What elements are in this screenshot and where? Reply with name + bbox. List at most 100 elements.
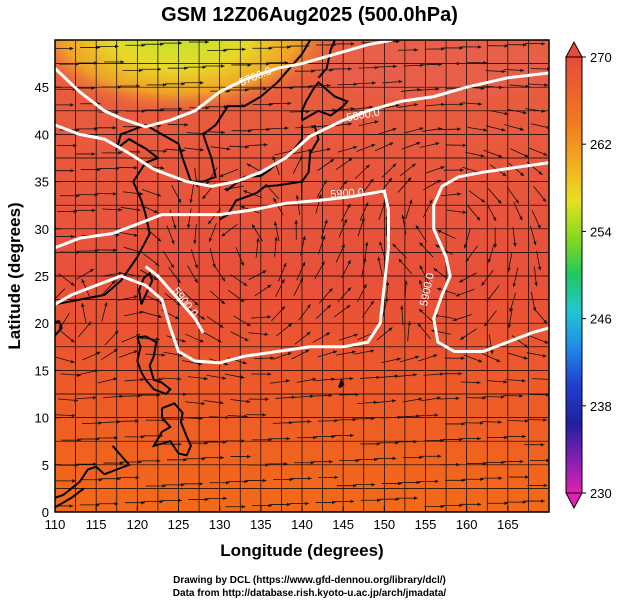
streamline-arrow [311,125,316,129]
streamline-arrow [327,83,331,88]
streamline-arrow [418,397,423,401]
streamline-arrow [136,150,141,154]
streamline-arrow [117,476,121,481]
streamline-arrow [374,120,379,124]
streamline-arrow [365,164,370,169]
streamline-arrow [460,168,464,172]
streamline-arrow [184,123,189,127]
streamline-arrow [398,481,402,486]
streamline-arrow [487,297,491,302]
streamline-arrow [307,304,311,309]
streamline-arrow [440,166,445,170]
streamline-arrow [136,274,141,278]
streamline-arrow [136,334,141,338]
streamline-arrow [533,241,537,246]
streamline-arrow [330,159,335,163]
streamline-arrow [326,147,331,152]
streamline-arrow [371,482,376,487]
streamline-arrow [416,414,420,418]
streamline-arrow [289,477,294,482]
streamline-arrow [74,398,79,403]
streamline-arrow [141,500,145,505]
streamline-arrow [460,336,465,340]
streamline-arrow [93,61,98,65]
streamline-segment [55,288,66,300]
streamline-arrow [189,199,193,204]
y-tick-label: 45 [35,80,49,95]
streamline-arrow [198,416,203,421]
streamline-arrow [538,171,543,175]
colorbar-tick-label: 262 [590,137,612,152]
streamline-arrow [522,500,527,504]
streamline-arrow [178,107,183,111]
streamline-arrow [354,333,358,337]
streamline-arrow [75,128,80,132]
streamline-arrow [483,61,488,65]
streamline-arrow [400,305,404,310]
streamline-arrow [75,62,80,66]
streamline-arrow [398,258,403,263]
streamline-arrow [94,369,99,373]
streamline-arrow [222,376,227,380]
streamline-arrow [87,321,92,326]
streamline-arrow [242,103,247,108]
streamline-arrow [242,47,246,52]
streamline-arrow [114,330,119,335]
x-tick-label: 155 [415,517,437,532]
streamline-arrow [543,319,548,324]
streamline-arrow [294,220,298,224]
streamline-arrow [417,88,421,92]
streamline-arrow [452,317,457,322]
streamline-arrow [180,483,185,487]
streamline-arrow [480,86,485,90]
streamline-arrow [268,503,273,508]
streamline-arrow [477,502,482,507]
streamline-arrow [480,153,485,158]
streamline-arrow [419,127,424,131]
streamline-arrow [478,359,483,363]
streamline-arrow [194,278,198,283]
streamline-arrow [201,457,206,461]
streamline-arrow [171,240,175,245]
streamline-arrow [482,396,487,400]
streamline-arrow [374,65,379,70]
colorbar-tick-label: 246 [590,312,612,327]
streamline-arrow [225,415,230,420]
streamline-arrow [112,192,117,196]
streamline-arrow [81,303,85,307]
streamline-arrow [138,460,142,464]
streamline-arrow [458,371,463,376]
streamline-arrow [170,264,174,269]
streamline-arrow [73,209,78,214]
x-axis-ticks: 110 115 120 125 130 135 140 145 150 155 160 165 [45,506,519,532]
credit-line-2: Data from http://database.rish.kyoto-u.a… [172,588,447,599]
streamline-arrow [520,172,524,176]
streamline-arrow [542,354,547,358]
streamline-arrow [180,417,185,422]
streamline-arrow [72,479,76,483]
streamline-arrow [246,163,251,168]
streamline-arrow [465,257,470,262]
streamline-arrow [373,400,378,405]
streamline-arrow [498,476,503,480]
streamline-arrow [521,378,526,383]
streamline-arrow [433,268,438,272]
streamline-arrow [219,400,224,405]
streamline-arrow [223,496,227,501]
streamline-arrow [173,224,177,229]
streamline-arrow [186,224,191,229]
streamline-arrow [353,483,357,488]
streamline-arrow [329,68,334,72]
colorbar-gradient [565,56,583,494]
streamline-arrow [525,84,530,89]
streamline-arrow [156,393,161,397]
streamline-arrow [395,441,399,445]
streamline-arrow [267,372,272,376]
streamline-arrow [413,496,418,500]
streamline-arrow [198,361,202,366]
streamline-arrow [313,435,317,440]
colorbar-max-arrow [565,40,583,58]
x-tick-label: 115 [86,517,107,532]
streamline-arrow [322,235,326,240]
